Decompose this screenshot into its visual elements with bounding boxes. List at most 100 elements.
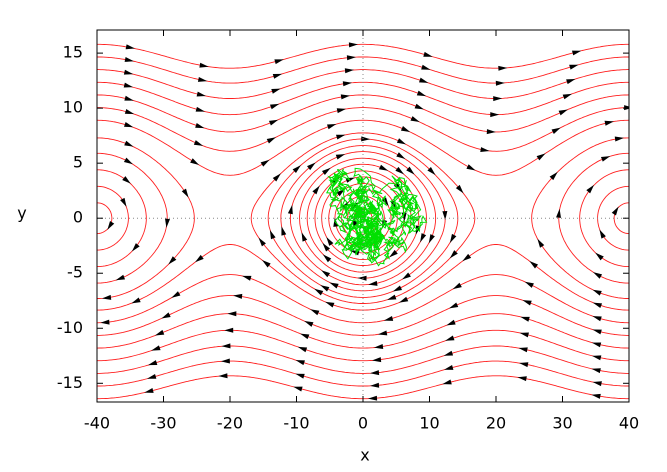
- arrow-head: [297, 346, 308, 353]
- arrow-head: [321, 270, 331, 278]
- y-tick-label: -5: [67, 263, 83, 282]
- arrow-head: [271, 88, 281, 94]
- arrow-head: [151, 345, 161, 351]
- arrow-head: [102, 294, 112, 300]
- streamline: [97, 107, 629, 152]
- arrow-head: [595, 252, 604, 261]
- arrow-head: [371, 357, 382, 363]
- streamline: [97, 329, 629, 362]
- arrow-head: [614, 136, 624, 142]
- arrow-head: [346, 55, 356, 61]
- arrow-head: [123, 121, 134, 128]
- arrow-head: [399, 296, 409, 303]
- arrow-head: [344, 68, 355, 74]
- arrow-head: [383, 315, 394, 321]
- arrow-head: [122, 176, 131, 184]
- arrow-head: [181, 188, 189, 198]
- arrow-head: [310, 309, 320, 316]
- arrow-head: [340, 94, 351, 100]
- streamline: [97, 69, 629, 99]
- arrow-head: [314, 288, 324, 296]
- arrow-head: [329, 282, 339, 289]
- arrow-head: [195, 254, 204, 263]
- arrow-head: [266, 137, 276, 144]
- x-tick-label: 10: [419, 414, 439, 433]
- arrow-head: [295, 373, 305, 379]
- streamline: [97, 345, 629, 374]
- arrow-head: [196, 91, 206, 97]
- y-tick-label: 10: [63, 98, 83, 117]
- x-tick-label: 40: [619, 414, 639, 433]
- arrow-head: [124, 109, 135, 115]
- arrow-head: [144, 387, 154, 393]
- arrow-head: [260, 159, 270, 167]
- arrow-head: [221, 343, 231, 349]
- arrow-head: [124, 140, 134, 147]
- arrow-head: [420, 233, 427, 243]
- arrow-head: [392, 285, 402, 292]
- arrow-head: [522, 300, 532, 306]
- arrow-head: [495, 80, 505, 86]
- arrow-head: [335, 154, 346, 160]
- arrow-head: [258, 237, 266, 247]
- arrow-head: [556, 208, 561, 218]
- arrow-head: [370, 370, 380, 376]
- arrow-head: [520, 316, 530, 322]
- arrow-head: [97, 333, 98, 339]
- arrow-head: [193, 140, 204, 146]
- arrow-head: [427, 166, 436, 176]
- arrow-head: [443, 350, 454, 356]
- arrow-head: [320, 285, 330, 292]
- arrow-head: [357, 275, 367, 281]
- arrow-head: [524, 281, 534, 288]
- arrow-head: [592, 381, 602, 387]
- arrow-head: [592, 329, 602, 335]
- arrow-head: [370, 382, 380, 388]
- streamline: [97, 43, 629, 69]
- y-tick-label: 0: [73, 208, 83, 227]
- arrow-head: [147, 373, 157, 379]
- arrow-head: [125, 44, 135, 50]
- arrow-head: [300, 333, 310, 340]
- x-tick-label: 0: [358, 414, 368, 433]
- arrow-head: [444, 364, 454, 370]
- arrow-head: [406, 166, 415, 175]
- streamline: [97, 202, 113, 235]
- arrow-head: [301, 232, 308, 242]
- streamline: [97, 119, 629, 176]
- arrow-head: [446, 319, 456, 326]
- arrow-head: [218, 373, 228, 379]
- arrow-head: [455, 184, 464, 194]
- arrow-head: [396, 152, 406, 159]
- x-tick-label: -40: [84, 414, 110, 433]
- streamline: [289, 151, 437, 286]
- arrow-head: [171, 291, 181, 298]
- arrow-head: [517, 376, 527, 382]
- arrow-head: [611, 206, 619, 216]
- arrow-head: [498, 65, 508, 71]
- streamline: [613, 202, 629, 235]
- arrow-head: [592, 302, 603, 309]
- arrow-head: [190, 158, 200, 166]
- arrow-head: [165, 218, 170, 228]
- arrow-head: [293, 386, 303, 392]
- streamline: [597, 185, 629, 251]
- arrow-head: [195, 106, 205, 112]
- arrow-head: [281, 226, 287, 236]
- arrow-head: [562, 93, 572, 100]
- x-tick-label: -30: [150, 414, 176, 433]
- arrow-head: [348, 42, 358, 48]
- arrow-head: [566, 79, 576, 85]
- arrow-head: [591, 393, 601, 399]
- arrow-head: [321, 167, 331, 176]
- arrow-head: [124, 95, 134, 101]
- arrow-head: [220, 358, 230, 364]
- arrow-head: [586, 184, 595, 194]
- arrow-head: [428, 234, 435, 244]
- arrow-head: [322, 254, 332, 263]
- arrow-head: [227, 311, 237, 317]
- arrow-head: [569, 64, 579, 70]
- arrow-head: [396, 138, 407, 145]
- arrow-head: [624, 105, 629, 111]
